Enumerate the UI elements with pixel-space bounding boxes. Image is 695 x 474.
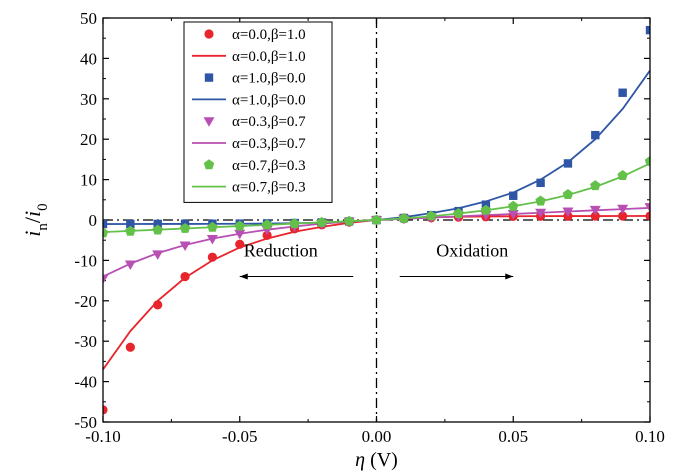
legend-label: α=0.0,β=1.0 — [232, 49, 306, 65]
data-point — [618, 88, 627, 97]
data-point — [371, 214, 382, 225]
x-tick-label: 0.05 — [498, 427, 528, 446]
x-tick-label: 0.10 — [635, 427, 665, 446]
oxidation-arrow-head — [505, 273, 514, 280]
legend-label: α=1.0,β=0.0 — [232, 71, 306, 87]
reduction-arrow-head — [239, 273, 248, 280]
data-point — [645, 25, 650, 35]
data-point — [425, 210, 437, 221]
data-point — [536, 178, 545, 188]
data-point — [481, 200, 491, 209]
legend-marker-swatch — [204, 73, 214, 82]
data-point — [207, 221, 218, 232]
legend-label: α=0.3,β=0.7 — [232, 114, 306, 130]
annotation-oxidation: Oxidation — [436, 240, 508, 260]
y-tick-label: -40 — [74, 373, 97, 392]
data-point — [126, 219, 135, 229]
data-point — [509, 191, 518, 200]
data-point — [261, 219, 273, 230]
data-point — [103, 274, 109, 285]
legend-label: α=0.0,β=1.0 — [232, 27, 306, 43]
data-point — [617, 204, 629, 215]
data-point — [125, 225, 136, 236]
data-point — [590, 211, 600, 221]
y-tick-label: -50 — [74, 413, 97, 432]
data-point — [262, 230, 272, 240]
data-point — [206, 234, 218, 245]
legend: α=0.0,β=1.0 α=0.0,β=1.0 α=1.0,β=0.0 α=1.0,β… — [183, 21, 333, 203]
data-point — [152, 250, 164, 260]
data-point — [289, 218, 300, 229]
data-point — [507, 209, 519, 220]
legend-label: α=0.7,β=0.3 — [232, 158, 306, 174]
legend-box — [183, 21, 333, 203]
data-point — [152, 224, 163, 235]
annotations: Reduction Oxidation — [239, 240, 514, 280]
data-point — [103, 219, 108, 229]
data-point — [535, 208, 547, 219]
data-point — [343, 215, 355, 226]
legend-marker-swatch — [204, 29, 214, 39]
annotation-reduction: Reduction — [244, 240, 318, 260]
data-point — [508, 200, 519, 211]
data-point — [234, 220, 245, 231]
data-point — [453, 208, 464, 218]
data-point — [235, 239, 245, 249]
data-point — [535, 195, 546, 206]
series-layer — [103, 25, 650, 415]
legend-label: α=0.7,β=0.3 — [232, 180, 306, 196]
y-tick-label: 50 — [80, 9, 97, 28]
data-point — [644, 155, 650, 166]
legend-label: α=1.0,β=0.0 — [232, 92, 306, 108]
x-tick-label: -0.05 — [222, 427, 257, 446]
data-point — [398, 212, 410, 223]
y-tick-label: 30 — [80, 90, 97, 109]
legend-marker-swatch — [203, 117, 215, 127]
data-point — [179, 222, 191, 233]
y-tick-label: -30 — [74, 332, 97, 351]
y-axis-title: in/i0 — [20, 203, 51, 236]
data-point — [207, 252, 217, 262]
data-point — [589, 205, 601, 216]
data-point — [562, 207, 574, 218]
x-axis-title: η (V) — [355, 449, 398, 471]
data-point — [153, 219, 162, 229]
data-point — [617, 170, 628, 181]
data-point — [644, 203, 650, 213]
y-tick-label: 10 — [80, 171, 97, 190]
y-tick-label: 20 — [80, 130, 97, 149]
data-point — [590, 180, 601, 191]
plot-frame — [102, 17, 651, 423]
data-point — [179, 241, 191, 251]
axis-titles: η (V) in/i0 — [20, 203, 398, 471]
data-point — [153, 300, 163, 310]
data-point — [562, 189, 574, 199]
data-point — [180, 271, 190, 282]
y-tick-label: -10 — [74, 251, 97, 270]
data-point — [234, 229, 246, 240]
data-point — [124, 260, 136, 270]
y-tick-label: -20 — [74, 292, 97, 311]
x-tick-label: 0.00 — [362, 427, 392, 446]
y-tick-label: 40 — [80, 49, 97, 68]
y-tick-label: 0 — [89, 211, 98, 230]
data-point — [480, 204, 492, 215]
data-point — [103, 405, 108, 415]
legend-marker-swatch — [203, 159, 215, 170]
x-tick-label: -0.10 — [85, 427, 120, 446]
data-point — [316, 216, 328, 227]
data-point — [563, 159, 573, 168]
ticks-layer: -0.10 -0.05 0.00 0.05 0.10 -50 -40 -30 -20 -10 0 10… — [74, 9, 665, 446]
data-point — [103, 227, 109, 238]
data-point — [618, 211, 628, 221]
data-point — [591, 130, 600, 140]
data-point — [125, 342, 135, 352]
legend-label: α=0.3,β=0.7 — [232, 136, 306, 152]
data-point — [645, 211, 650, 221]
